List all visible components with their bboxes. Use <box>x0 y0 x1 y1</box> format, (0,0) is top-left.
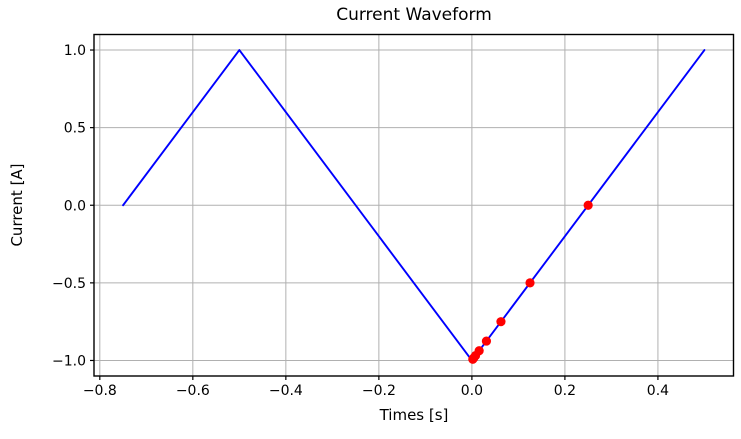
x-tick-label: 0.2 <box>554 383 576 399</box>
sample-point <box>583 200 593 210</box>
y-tick-label: −1.0 <box>52 353 86 369</box>
y-tick-label: 0.0 <box>64 198 86 214</box>
sample-point <box>525 278 535 288</box>
sample-point <box>496 317 506 327</box>
sample-point <box>468 354 478 364</box>
x-tick-label: −0.8 <box>83 383 117 399</box>
x-axis-label: Times [s] <box>379 406 449 424</box>
y-axis-label: Current [A] <box>8 163 26 247</box>
y-tick-label: −0.5 <box>52 276 86 292</box>
sample-point <box>481 336 492 346</box>
y-tick-label: 0.5 <box>64 121 86 137</box>
y-tick-label: 1.0 <box>64 43 86 59</box>
plot-border <box>93 33 735 377</box>
x-tick-label: 0.0 <box>461 383 483 399</box>
x-tick-label: −0.2 <box>362 383 396 399</box>
x-tick-label: −0.6 <box>176 383 210 399</box>
chart-title: Current Waveform <box>336 5 492 25</box>
x-tick-label: 0.4 <box>647 383 669 399</box>
x-tick-label: −0.4 <box>269 383 303 399</box>
